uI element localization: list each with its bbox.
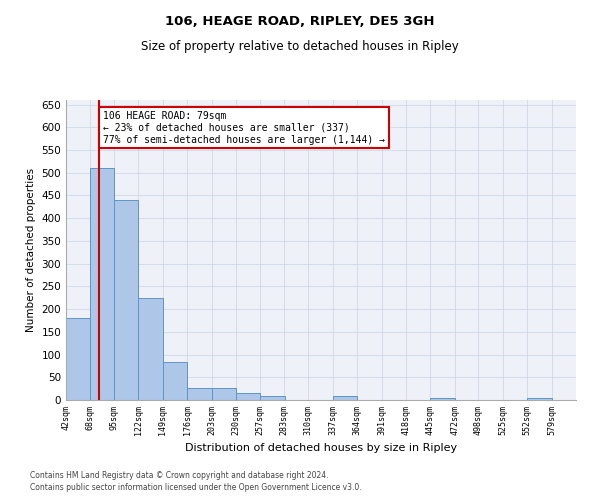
- Bar: [527, 398, 551, 400]
- Bar: [430, 398, 455, 400]
- Bar: [163, 362, 187, 400]
- Bar: [114, 200, 139, 400]
- X-axis label: Distribution of detached houses by size in Ripley: Distribution of detached houses by size …: [185, 443, 457, 453]
- Bar: [66, 318, 91, 400]
- Bar: [212, 388, 236, 400]
- Text: Contains public sector information licensed under the Open Government Licence v3: Contains public sector information licen…: [30, 484, 362, 492]
- Bar: [236, 393, 260, 400]
- Bar: [187, 388, 212, 400]
- Text: 106, HEAGE ROAD, RIPLEY, DE5 3GH: 106, HEAGE ROAD, RIPLEY, DE5 3GH: [165, 15, 435, 28]
- Bar: [89, 168, 114, 400]
- Text: Size of property relative to detached houses in Ripley: Size of property relative to detached ho…: [141, 40, 459, 53]
- Bar: [333, 396, 357, 400]
- Bar: [260, 396, 285, 400]
- Text: 106 HEAGE ROAD: 79sqm
← 23% of detached houses are smaller (337)
77% of semi-det: 106 HEAGE ROAD: 79sqm ← 23% of detached …: [103, 112, 385, 144]
- Bar: [139, 298, 163, 400]
- Y-axis label: Number of detached properties: Number of detached properties: [26, 168, 36, 332]
- Text: Contains HM Land Registry data © Crown copyright and database right 2024.: Contains HM Land Registry data © Crown c…: [30, 471, 329, 480]
